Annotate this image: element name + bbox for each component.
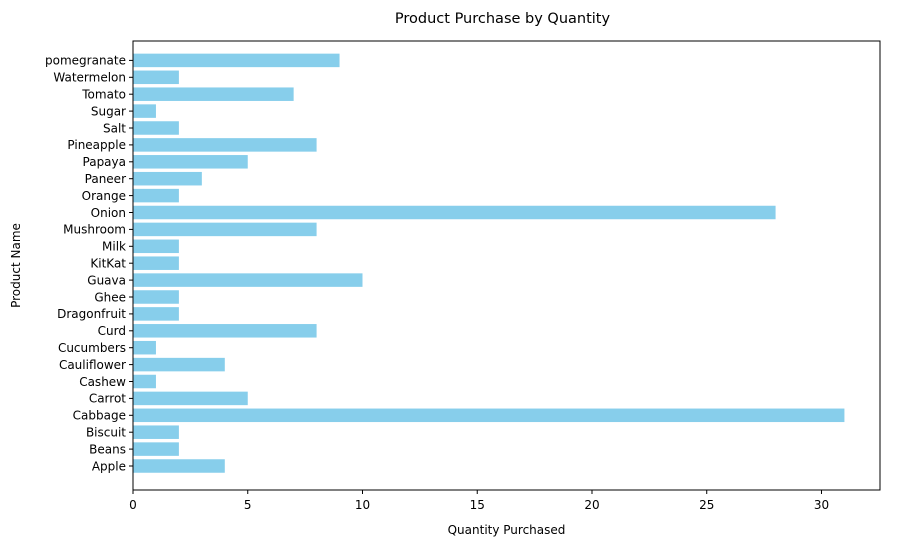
y-tick-label: Carrot (89, 392, 126, 406)
y-tick-label: Guava (87, 273, 126, 287)
bar-salt (133, 121, 179, 135)
bar-paneer (133, 171, 202, 186)
x-tick-label: 5 (244, 498, 252, 512)
bar-apple (133, 459, 225, 473)
chart-title: Product Purchase by Quantity (395, 11, 611, 27)
y-tick-label: Beans (89, 442, 126, 456)
y-tick-label: Cabbage (73, 409, 126, 423)
y-tick-label: Ghee (94, 290, 126, 304)
y-tick-label: Paneer (85, 172, 126, 186)
y-tick-label: pomegranate (45, 54, 126, 68)
y-tick-label: Pineapple (67, 138, 126, 152)
axis-ticks: Apple Beans Biscuit Cabbage Carrot Cashew Caul… (45, 54, 829, 512)
bar-curd (133, 324, 317, 338)
x-tick-label: 0 (129, 498, 137, 512)
y-axis-title: Product Name (9, 223, 23, 308)
bar-watermelon (133, 70, 179, 85)
bar-onion (133, 205, 776, 220)
x-tick-label: 30 (814, 498, 829, 512)
bars (133, 53, 845, 473)
bar-milk (133, 239, 179, 254)
bar-ghee (133, 290, 179, 304)
bar-orange (133, 188, 179, 203)
bar-pomegranate (133, 53, 340, 68)
y-tick-label: Mushroom (63, 223, 126, 237)
y-tick-label: Salt (103, 121, 126, 135)
bar-cucumbers (133, 340, 156, 355)
bar-carrot (133, 391, 248, 406)
bar-beans (133, 442, 179, 456)
y-tick-label: Biscuit (86, 426, 126, 440)
y-tick-label: Milk (102, 240, 126, 254)
bar-cashew (133, 374, 156, 389)
y-tick-label: Watermelon (53, 71, 126, 85)
bar-cauliflower (133, 357, 225, 372)
y-tick-label: Apple (92, 459, 126, 473)
y-tick-label: Cauliflower (59, 358, 126, 372)
y-tick-label: Papaya (83, 155, 126, 169)
x-tick-label: 10 (355, 498, 370, 512)
y-tick-label: Curd (98, 324, 126, 338)
bar-papaya (133, 155, 248, 169)
y-tick-label: Onion (91, 206, 126, 220)
plot-frame (132, 40, 881, 491)
bar-mushroom (133, 222, 317, 237)
y-tick-label: Tomato (81, 88, 126, 102)
y-tick-label: Cucumbers (58, 341, 126, 355)
bar-pineapple (133, 138, 317, 152)
bar-kitkat (133, 256, 179, 270)
y-tick-label: Orange (82, 189, 126, 203)
bar-tomato (133, 87, 294, 101)
bar-guava (133, 273, 363, 287)
bar-biscuit (133, 425, 179, 439)
x-tick-label: 25 (699, 498, 714, 512)
bar-dragonfruit (133, 307, 179, 321)
x-axis-title: Quantity Purchased (448, 523, 566, 537)
y-tick-label: KitKat (90, 257, 126, 271)
bar-sugar (133, 104, 156, 118)
y-tick-label: Sugar (91, 104, 126, 118)
x-tick-label: 15 (470, 498, 485, 512)
y-tick-label: Dragonfruit (57, 307, 126, 321)
bar-cabbage (133, 408, 845, 423)
x-tick-label: 20 (584, 498, 599, 512)
y-tick-label: Cashew (79, 375, 126, 389)
